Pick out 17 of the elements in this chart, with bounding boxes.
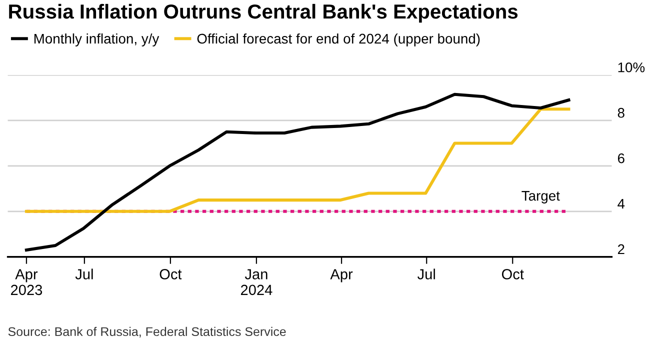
x-tick-label: Jul: [418, 268, 435, 280]
ref-line-label: Target: [522, 191, 560, 204]
x-tick-label: Oct: [160, 269, 182, 280]
x-tick-label: Jul: [75, 268, 93, 280]
x-tick-label: Jan 2024: [240, 269, 272, 296]
legend-label: Monthly inflation, y/y: [34, 33, 160, 46]
y-tick-label: 8: [618, 108, 624, 118]
x-tick-label: Apr: [330, 269, 353, 282]
y-tick-label: 4: [618, 198, 625, 209]
chart-title: Russia Inflation Outruns Central Bank's Expectations: [9, 4, 518, 23]
x-tick-label: Apr 2023: [10, 269, 42, 296]
legend-label: Official forecast for end of 2024 (upper bound): [197, 33, 480, 46]
y-tick-label: 2: [618, 244, 624, 254]
y-tick-label: 6: [618, 153, 624, 164]
x-tick-label: Oct: [502, 269, 524, 280]
y-tick-label: 10%: [618, 62, 645, 72]
source-note: Source: Bank of Russia, Federal Statistics Service: [8, 326, 286, 338]
